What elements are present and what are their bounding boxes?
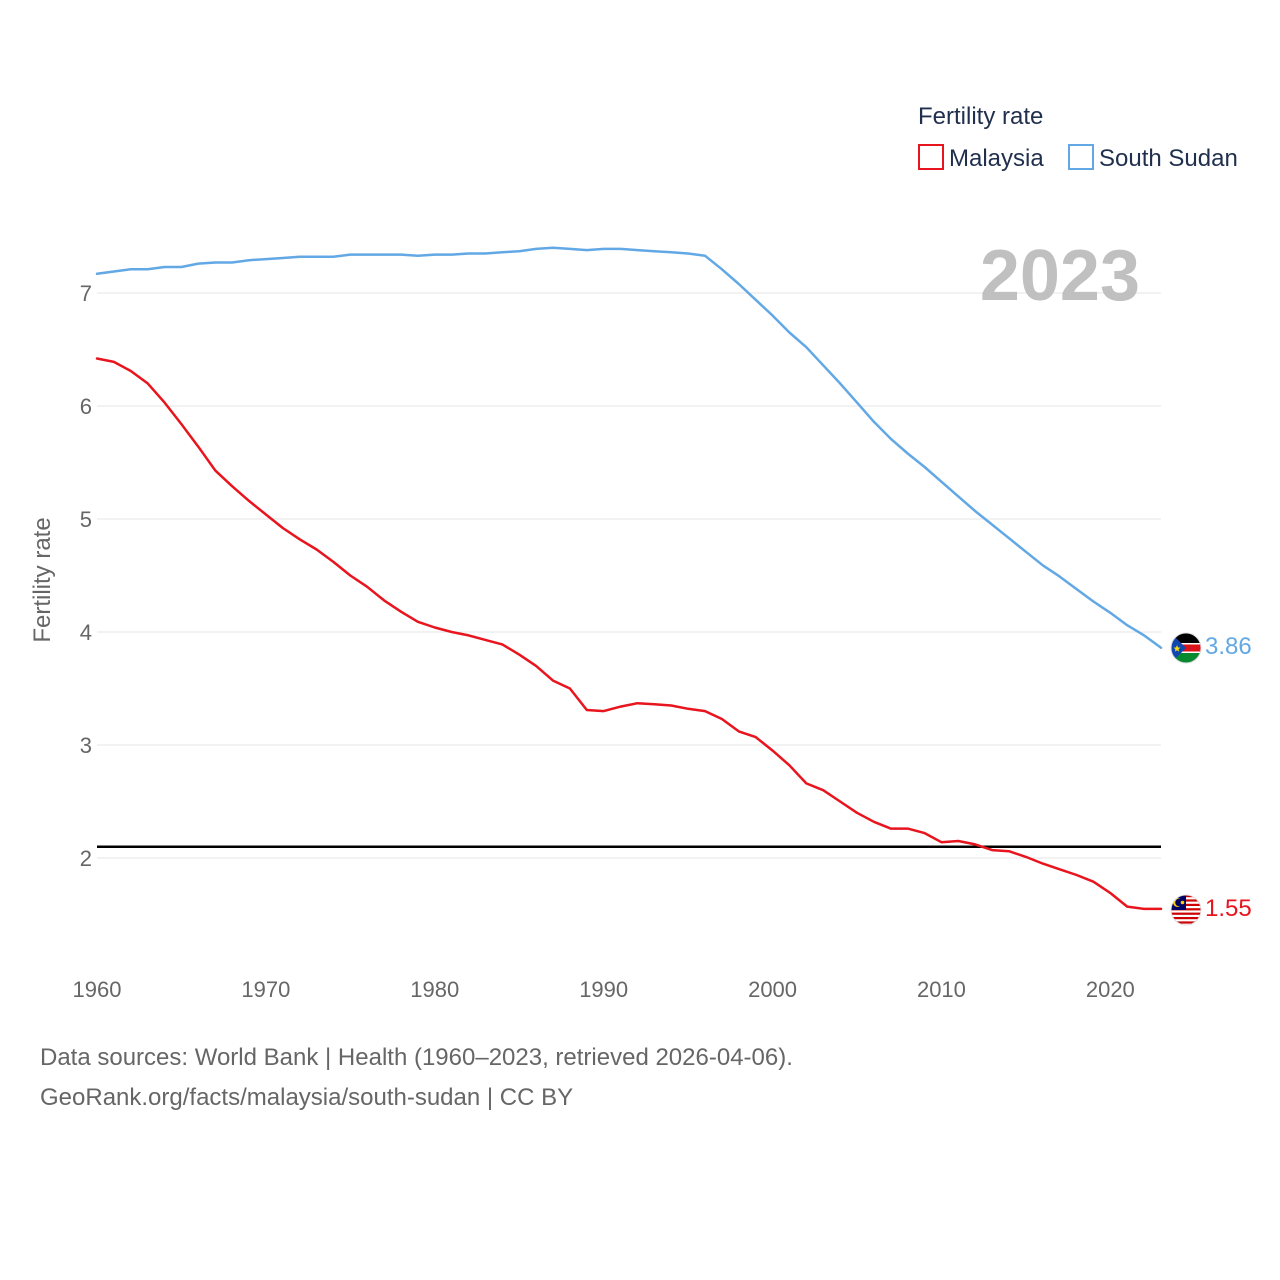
end-value-south-sudan: 3.86 bbox=[1205, 633, 1252, 660]
x-tick-label-1970: 1970 bbox=[241, 977, 290, 1002]
x-tick-label-2020: 2020 bbox=[1086, 977, 1135, 1002]
x-tick-label-1980: 1980 bbox=[410, 977, 459, 1002]
malaysia-flag-icon bbox=[1171, 895, 1201, 925]
legend-swatch-malaysia bbox=[918, 144, 944, 170]
x-tick-label-2010: 2010 bbox=[917, 977, 966, 1002]
series-lines bbox=[95, 246, 1163, 911]
y-tick-label-6: 6 bbox=[80, 394, 92, 419]
year-title: 2023 bbox=[980, 236, 1140, 316]
x-tick-label-2000: 2000 bbox=[748, 977, 797, 1002]
x-tick-label-1990: 1990 bbox=[579, 977, 628, 1002]
y-axis-title: Fertility rate bbox=[29, 517, 56, 642]
legend-label-south-sudan: South Sudan bbox=[1099, 145, 1238, 172]
axis-ticks: 2 3 4 5 6 7 1960 1970 1980 1990 2000 2010 2020 bbox=[73, 281, 1135, 1002]
x-tick-label-1960: 1960 bbox=[73, 977, 122, 1002]
series-line-malaysia[interactable] bbox=[95, 357, 1163, 911]
series-line-south-sudan[interactable] bbox=[95, 246, 1163, 650]
grid-lines bbox=[97, 292, 1161, 859]
attribution-link[interactable]: GeoRank.org/facts/malaysia/south-sudan |… bbox=[40, 1084, 574, 1111]
legend-label-malaysia: Malaysia bbox=[949, 145, 1044, 172]
y-tick-label-3: 3 bbox=[80, 733, 92, 758]
y-tick-label-2: 2 bbox=[80, 846, 92, 871]
south-sudan-flag-icon bbox=[1171, 633, 1201, 663]
legend-item-south-sudan[interactable]: South Sudan bbox=[1068, 144, 1238, 172]
legend-swatch-south-sudan bbox=[1068, 144, 1094, 170]
y-tick-label-5: 5 bbox=[80, 507, 92, 532]
south-sudan-flag-border bbox=[1170, 632, 1202, 664]
y-tick-label-4: 4 bbox=[80, 620, 92, 645]
legend-item-malaysia[interactable]: Malaysia bbox=[918, 144, 1044, 172]
end-value-malaysia: 1.55 bbox=[1205, 895, 1252, 922]
malaysia-flag-border bbox=[1170, 894, 1202, 926]
legend: Fertility rate Malaysia South Sudan bbox=[918, 103, 1238, 172]
legend-title: Fertility rate bbox=[918, 103, 1043, 130]
data-source-note: Data sources: World Bank | Health (1960–… bbox=[40, 1044, 793, 1071]
y-tick-label-7: 7 bbox=[80, 281, 92, 306]
